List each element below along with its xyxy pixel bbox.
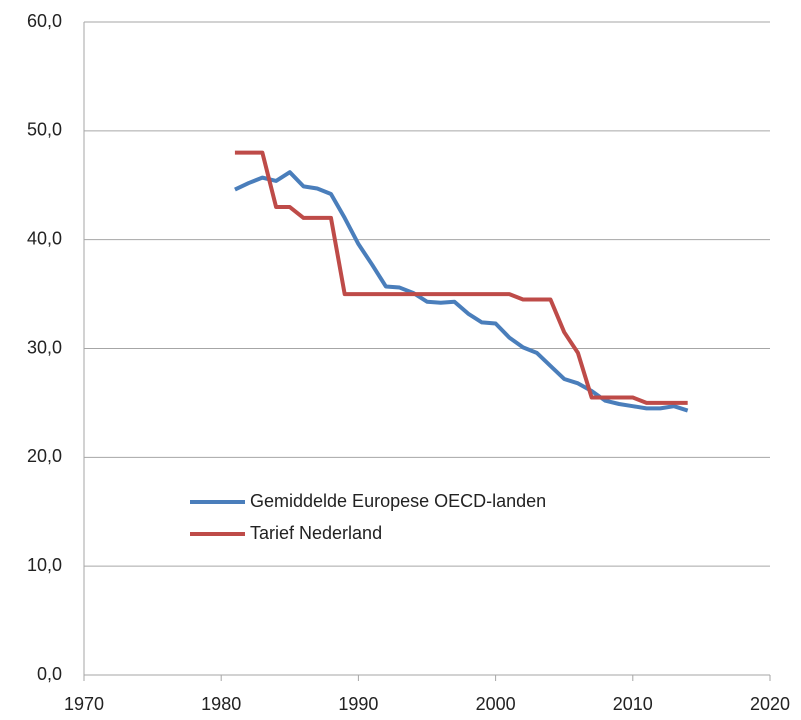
legend-label: Tarief Nederland — [250, 523, 382, 543]
series-line — [234, 170, 689, 413]
series-line — [234, 150, 688, 405]
legend-label: Gemiddelde Europese OECD-landen — [250, 491, 546, 511]
x-tick-label: 2000 — [476, 694, 516, 714]
y-tick-label: 20,0 — [27, 446, 62, 466]
x-tick-label: 1990 — [338, 694, 378, 714]
x-tick-label: 2020 — [750, 694, 790, 714]
x-tick-label: 1970 — [64, 694, 104, 714]
y-tick-label: 60,0 — [27, 11, 62, 31]
y-tick-label: 40,0 — [27, 228, 62, 248]
y-tick-label: 0,0 — [37, 664, 62, 684]
x-tick-label: 2010 — [613, 694, 653, 714]
y-tick-label: 30,0 — [27, 337, 62, 357]
x-tick-label: 1980 — [201, 694, 241, 714]
y-tick-label: 10,0 — [27, 555, 62, 575]
y-tick-label: 50,0 — [27, 120, 62, 140]
